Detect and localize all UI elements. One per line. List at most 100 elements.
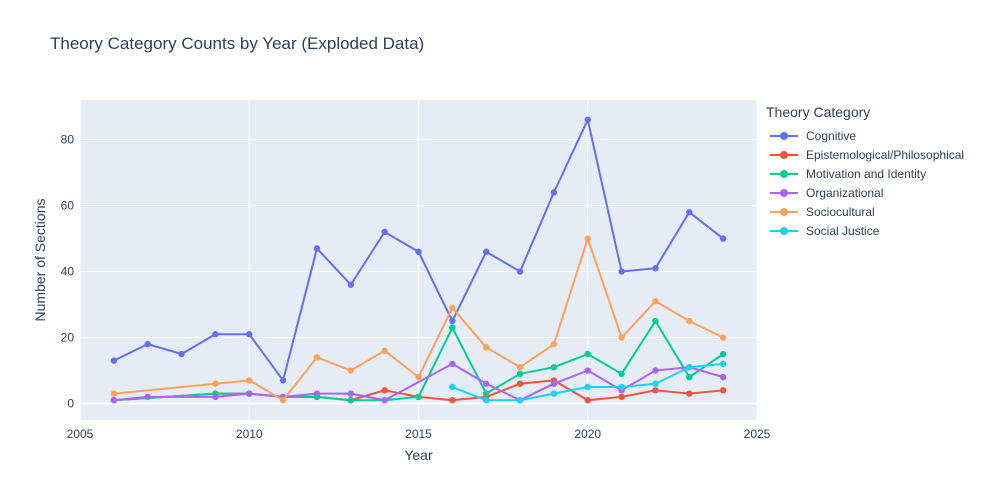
- data-point: [516, 370, 524, 378]
- legend-label: Social Justice: [806, 223, 880, 238]
- x-tick-label: 2015: [405, 427, 432, 441]
- data-point: [381, 228, 388, 236]
- legend-item-sociocultural[interactable]: Sociocultural: [766, 202, 964, 221]
- data-point: [719, 334, 727, 341]
- y-tick-label: 0: [67, 397, 74, 411]
- data-point: [686, 317, 693, 325]
- data-point: [110, 397, 118, 404]
- data-point: [449, 304, 456, 312]
- data-point: [516, 364, 524, 371]
- data-point: [449, 360, 456, 368]
- legend-title: Theory Category: [766, 104, 871, 120]
- data-point: [449, 324, 456, 331]
- data-point: [246, 377, 253, 384]
- series-social-justice: [449, 360, 727, 404]
- data-point: [550, 189, 558, 196]
- data-point: [550, 340, 558, 348]
- data-point: [246, 390, 253, 397]
- data-point: [483, 248, 490, 255]
- data-point: [483, 390, 490, 397]
- data-point: [652, 387, 659, 394]
- data-point: [686, 364, 693, 371]
- data-point: [449, 317, 456, 325]
- data-point: [618, 268, 625, 275]
- data-point: [652, 298, 659, 305]
- data-point: [584, 397, 591, 404]
- legend-label: Sociocultural: [806, 204, 875, 219]
- data-point: [483, 397, 490, 404]
- data-point: [618, 393, 625, 401]
- data-point: [347, 397, 354, 404]
- legend-label: Organizational: [806, 185, 884, 200]
- data-point: [483, 380, 490, 387]
- legend-item-social-justice[interactable]: Social Justice: [766, 221, 964, 240]
- data-point: [584, 116, 591, 123]
- data-point: [652, 265, 659, 272]
- data-point: [584, 367, 591, 374]
- data-point: [144, 393, 151, 401]
- data-point: [415, 373, 422, 381]
- legend-label: Cognitive: [806, 128, 857, 143]
- data-point: [686, 390, 693, 397]
- data-point: [550, 380, 558, 387]
- legend-items: Cognitive Epistemological/Philosophical Mo…: [766, 126, 964, 240]
- data-point: [618, 370, 625, 378]
- data-point: [719, 373, 727, 381]
- data-point: [584, 350, 591, 358]
- data-point: [246, 331, 253, 338]
- data-point: [550, 390, 558, 397]
- series-layer: [110, 116, 727, 404]
- legend-swatch: [766, 207, 802, 217]
- x-axis-label: Year: [404, 447, 433, 463]
- x-tick-label: 2020: [574, 427, 601, 441]
- data-point: [516, 268, 524, 275]
- data-point: [347, 281, 354, 288]
- grid-lines: [79, 100, 758, 420]
- legend-label: Motivation and Identity: [806, 166, 927, 181]
- data-point: [212, 393, 219, 401]
- legend-item-organizational[interactable]: Organizational: [766, 183, 964, 202]
- data-point: [584, 383, 591, 391]
- data-point: [618, 383, 625, 391]
- data-point: [686, 208, 693, 216]
- data-point: [719, 235, 727, 242]
- legend-swatch: [766, 150, 802, 160]
- data-point: [652, 367, 659, 374]
- data-point: [347, 390, 354, 397]
- data-point: [618, 334, 625, 341]
- series-sociocultural: [110, 235, 727, 404]
- data-point: [652, 317, 659, 325]
- data-point: [212, 380, 219, 387]
- y-tick-label: 20: [61, 331, 75, 345]
- y-tick-label: 40: [61, 265, 75, 279]
- chart-title: Theory Category Counts by Year (Exploded…: [50, 34, 425, 53]
- data-point: [415, 393, 422, 401]
- legend-label: Epistemological/Philosophical: [806, 147, 965, 162]
- data-point: [516, 397, 524, 404]
- data-point: [686, 373, 693, 381]
- legend-item-cognitive[interactable]: Cognitive: [766, 126, 964, 145]
- legend-item-motivation-and-identity[interactable]: Motivation and Identity: [766, 164, 964, 183]
- data-point: [483, 344, 490, 351]
- data-point: [719, 387, 727, 394]
- data-point: [110, 357, 118, 364]
- y-axis-label: Number of Sections: [32, 199, 48, 322]
- legend-swatch: [766, 169, 802, 179]
- data-point: [347, 367, 354, 374]
- data-point: [212, 331, 219, 338]
- data-point: [313, 354, 321, 361]
- data-point: [279, 397, 287, 404]
- legend-item-epistemological-philosophical[interactable]: Epistemological/Philosophical: [766, 145, 964, 164]
- legend-swatch: [766, 188, 802, 198]
- data-point: [415, 248, 422, 255]
- data-point: [584, 235, 591, 242]
- x-tick-label: 2025: [744, 427, 771, 441]
- data-point: [381, 387, 388, 394]
- data-point: [449, 397, 456, 404]
- data-point: [279, 377, 287, 384]
- data-point: [449, 383, 456, 391]
- data-point: [144, 340, 151, 348]
- data-point: [110, 390, 118, 397]
- legend-swatch: [766, 131, 802, 141]
